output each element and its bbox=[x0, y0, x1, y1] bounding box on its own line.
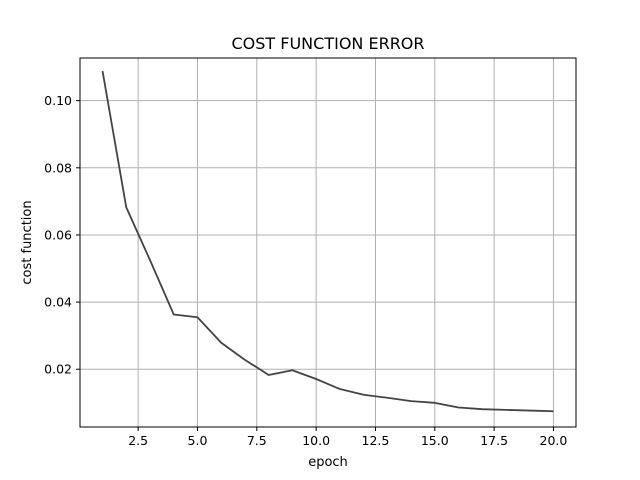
y-tick-label: 0.08 bbox=[44, 160, 72, 175]
y-tick-label: 0.06 bbox=[44, 227, 72, 242]
series-group bbox=[101, 70, 554, 413]
x-tick-label: 5.0 bbox=[188, 433, 208, 448]
series-line bbox=[101, 70, 554, 413]
x-tick-label: 15.0 bbox=[421, 433, 449, 448]
x-tick-label: 2.5 bbox=[128, 433, 148, 448]
plot-frame bbox=[79, 57, 577, 428]
chart-title: COST FUNCTION ERROR bbox=[231, 34, 424, 53]
x-tick-label: 17.5 bbox=[480, 433, 508, 448]
y-tick-label: 0.04 bbox=[44, 295, 72, 310]
x-tick-label: 7.5 bbox=[247, 433, 267, 448]
y-tick-label: 0.02 bbox=[44, 362, 72, 377]
y-tick-label: 0.10 bbox=[44, 93, 72, 108]
x-axis-label: epoch bbox=[308, 455, 348, 470]
grid bbox=[80, 58, 576, 427]
x-tick-label: 12.5 bbox=[362, 433, 390, 448]
ticks: 2.5 5.0 7.5 10.0 12.5 15.0 17.5 20.0 0.02 0.04 0.0… bbox=[44, 93, 567, 448]
x-tick-label: 20.0 bbox=[540, 433, 568, 448]
x-tick-label: 10.0 bbox=[302, 433, 330, 448]
y-axis-label: cost function bbox=[20, 200, 35, 284]
